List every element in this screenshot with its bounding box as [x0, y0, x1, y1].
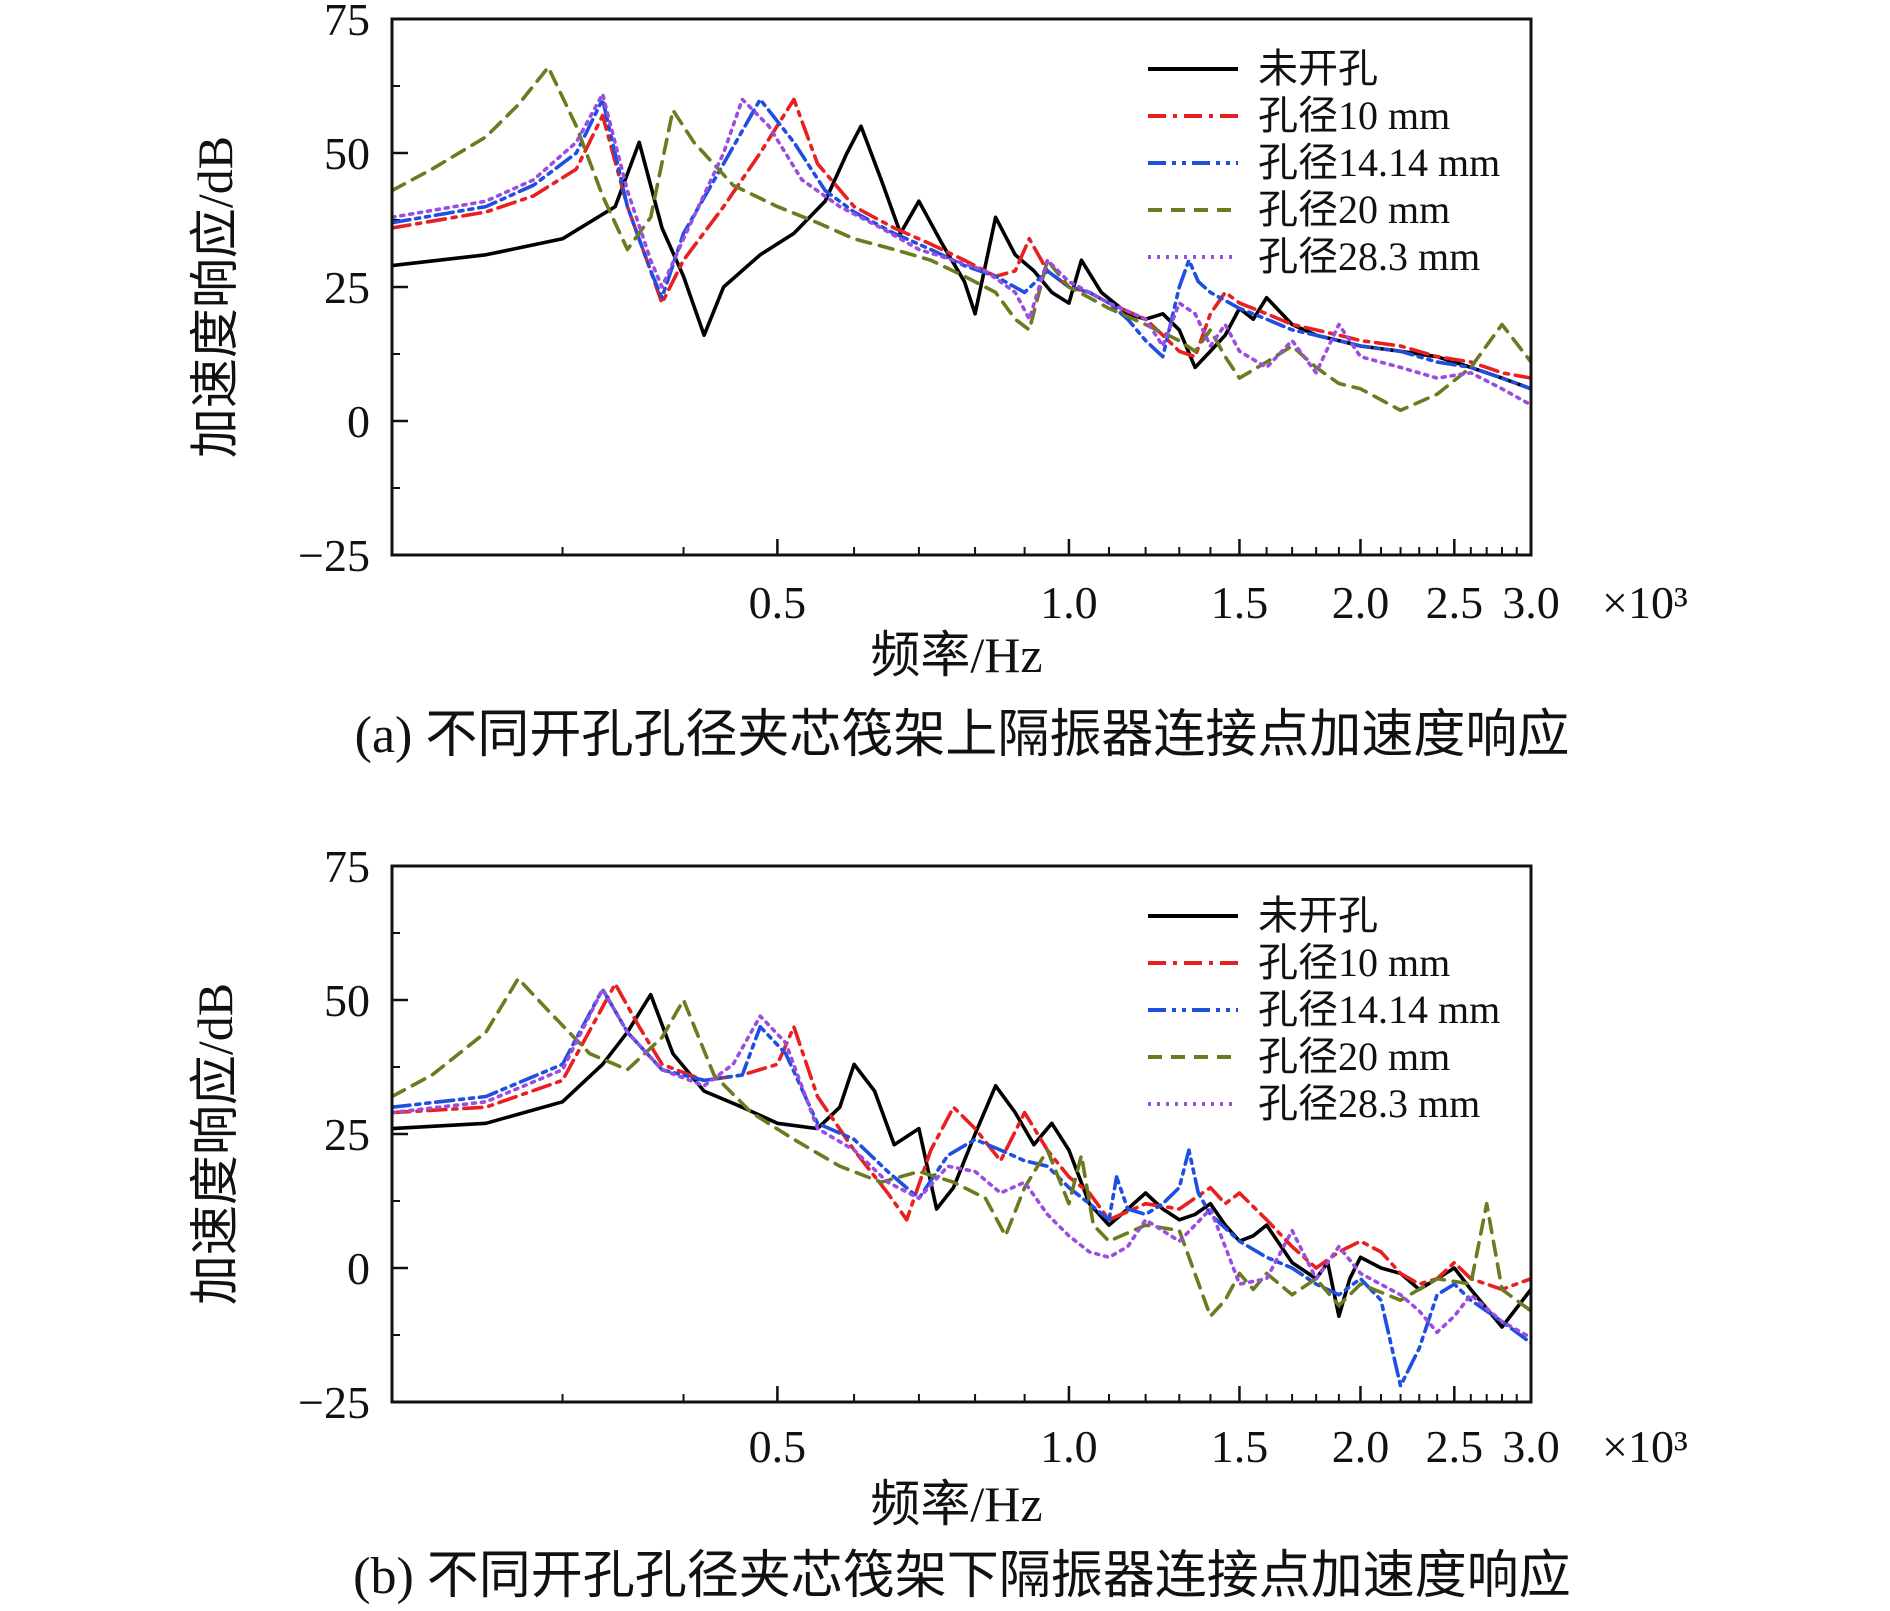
x-tick-label: 2.5 [1426, 577, 1484, 628]
y-tick-label: 0 [347, 1243, 370, 1294]
series-line-4 [392, 65, 1531, 413]
y-tick-label: 75 [324, 841, 370, 892]
series-line-1 [392, 124, 1531, 391]
x-axis-title: 频率/Hz [870, 1476, 1042, 1532]
x-multiplier: ×10³ [1602, 577, 1688, 628]
legend-label-4: 孔径20 mm [1258, 187, 1450, 232]
plot-frame [390, 17, 1533, 557]
x-tick-label: 1.0 [1040, 577, 1098, 628]
figure-caption: (a) 不同开孔孔径夹芯筏架上隔振器连接点加速度响应 [355, 707, 1570, 764]
x-tick-label: 2.0 [1332, 1421, 1390, 1472]
y-tick-label: −25 [298, 1377, 370, 1428]
y-tick-label: −25 [298, 530, 370, 581]
legend-label-2: 孔径10 mm [1258, 940, 1450, 985]
x-tick-label: 2.5 [1426, 1421, 1484, 1472]
y-tick-label: 50 [324, 128, 370, 179]
series-line-5 [392, 987, 1531, 1340]
x-tick-label: 1.0 [1040, 1421, 1098, 1472]
figure-caption: (b) 不同开孔孔径夹芯筏架下隔振器连接点加速度响应 [353, 1548, 1571, 1605]
legend-label-2: 孔径10 mm [1258, 93, 1450, 138]
legend-label-5: 孔径28.3 mm [1258, 1081, 1480, 1126]
legend-label-1: 未开孔 [1258, 46, 1378, 91]
series-line-4 [392, 976, 1531, 1318]
x-axis-title: 频率/Hz [870, 627, 1042, 683]
x-multiplier: ×10³ [1602, 1421, 1688, 1472]
x-tick-label: 0.5 [749, 577, 807, 628]
y-axis-title: 加速度响应/dB [187, 136, 243, 458]
x-tick-label: 0.5 [749, 1421, 807, 1472]
x-tick-label: 1.5 [1211, 577, 1269, 628]
x-tick-label: 2.0 [1332, 577, 1390, 628]
legend-label-1: 未开孔 [1258, 893, 1378, 938]
series-group [392, 65, 1531, 413]
x-tick-label: 1.5 [1211, 1421, 1269, 1472]
y-tick-label: 75 [324, 0, 370, 45]
series-line-5 [392, 92, 1531, 407]
series-line-3 [392, 987, 1531, 1388]
y-tick-label: 0 [347, 396, 370, 447]
legend-label-4: 孔径20 mm [1258, 1034, 1450, 1079]
x-tick-label: 3.0 [1502, 1421, 1560, 1472]
legend-label-3: 孔径14.14 mm [1258, 140, 1500, 185]
series-group [392, 976, 1531, 1388]
y-tick-label: 50 [324, 975, 370, 1026]
x-tick-label: 3.0 [1502, 577, 1560, 628]
y-tick-label: 25 [324, 262, 370, 313]
y-tick-label: 25 [324, 1109, 370, 1160]
legend-label-3: 孔径14.14 mm [1258, 987, 1500, 1032]
legend-label-5: 孔径28.3 mm [1258, 234, 1480, 279]
plot-frame [390, 864, 1533, 1404]
y-axis-title: 加速度响应/dB [187, 983, 243, 1305]
